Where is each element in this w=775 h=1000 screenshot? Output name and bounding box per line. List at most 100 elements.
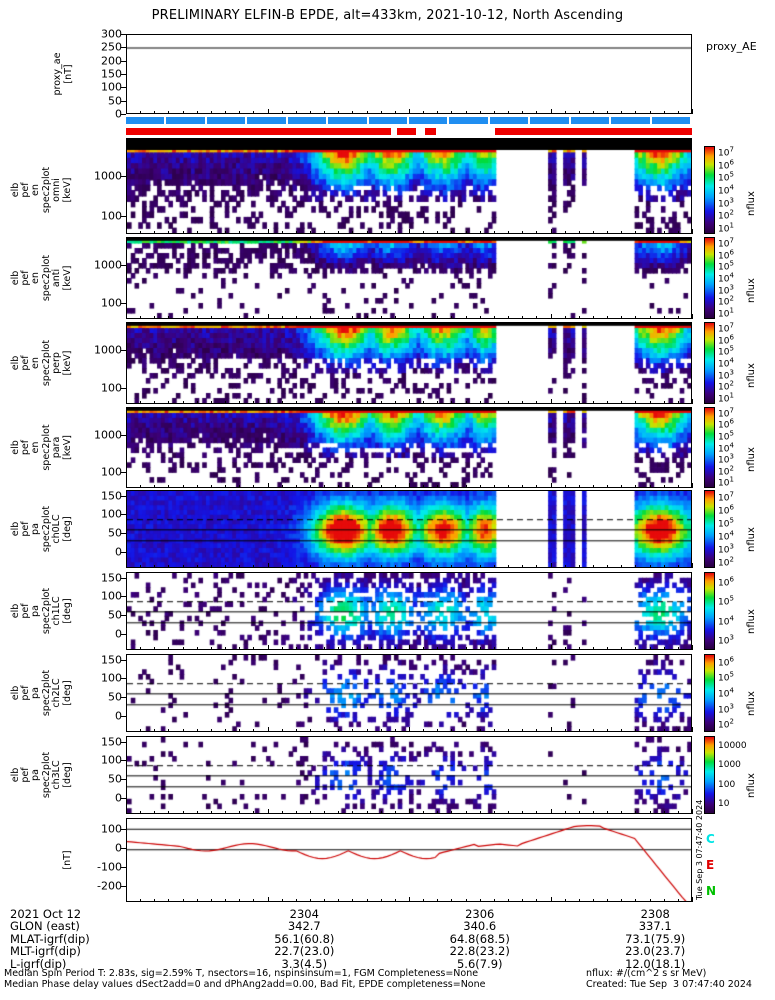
xtick-mark (437, 729, 439, 732)
panel-pa_ch0LC (126, 490, 692, 568)
colorbar-pa_ch2LC (704, 654, 715, 732)
xtick-mark (281, 231, 283, 234)
xtick-mark (522, 316, 524, 319)
xtick-mark (366, 401, 368, 404)
xtick-mark (479, 647, 481, 650)
ytick-label: 150 (101, 653, 122, 667)
xtick-mark (154, 401, 156, 404)
xtick-mark (295, 729, 297, 732)
xtick-mark (394, 401, 396, 404)
ylabel-line: [deg] (62, 598, 73, 624)
xtick-mark (126, 229, 127, 234)
xtick-mark (182, 565, 184, 568)
xtick-mark (677, 316, 679, 319)
ytick-label: 100 (101, 80, 122, 94)
colorbar-tick-label: 103 (718, 452, 734, 466)
xtick-mark (140, 647, 142, 650)
xtick-mark (578, 401, 580, 404)
colorbar-tick-label: 105 (718, 344, 734, 358)
xtick-mark (281, 316, 283, 319)
xtick-mark (692, 563, 693, 568)
xtick-mark (168, 565, 170, 568)
xtick-mark (380, 111, 382, 114)
xtick-mark (592, 401, 594, 404)
xtick-mark (352, 647, 354, 650)
xtick-mark (649, 811, 651, 814)
xtick-mark (239, 401, 241, 404)
xtick-mark (649, 565, 651, 568)
colorbar-tick-label: 104 (718, 441, 734, 454)
xtick-mark (437, 647, 439, 650)
xtick-mark (253, 729, 255, 732)
xtick-mark (522, 485, 524, 488)
xtick-mark (196, 565, 198, 568)
xtick-mark (210, 729, 212, 732)
xtick-mark (621, 485, 623, 488)
xtick-mark (663, 729, 665, 732)
xtick-mark (196, 316, 198, 319)
colorbar-tick-label: 105 (718, 670, 734, 684)
xtick-mark (267, 314, 269, 319)
xtick-mark (423, 485, 425, 488)
xtick-mark (493, 565, 495, 568)
ytick-mark (121, 716, 126, 718)
xtick-mark (267, 897, 269, 902)
xtick-mark (607, 316, 609, 319)
xtick-mark (253, 485, 255, 488)
xtick-mark (154, 485, 156, 488)
xtick-mark (592, 811, 594, 814)
bottom-axis-table: 2021 Oct 12 2304 2306 2308 GLON (east) 342.7 3… (6, 908, 769, 970)
colorbar-name: nflux (746, 446, 757, 472)
xtick-mark (649, 111, 651, 114)
xtick-mark (423, 401, 425, 404)
xtick-mark (437, 899, 439, 902)
xtick-mark (126, 897, 127, 902)
xtick-mark (423, 565, 425, 568)
xtick-mark (621, 565, 623, 568)
xtick-mark (239, 111, 241, 114)
status-bar-blue-segment (489, 117, 529, 124)
xtick-mark (225, 231, 227, 234)
xtick-mark (253, 565, 255, 568)
colorbar-name: nflux (746, 773, 757, 799)
colorbar-name: nflux (746, 277, 757, 303)
colorbar-tick-label: 105 (718, 516, 734, 529)
ytick-mark (121, 596, 126, 598)
xtick-mark (394, 565, 396, 568)
xtick-mark (309, 111, 311, 114)
ytick-label: -200 (97, 879, 122, 893)
xtick-mark (692, 483, 693, 488)
ytick-label: 100 (101, 589, 122, 603)
proxy-ae-right-label: proxy_AE (706, 40, 757, 53)
bottom-axis-value: 342.7 (287, 919, 321, 934)
xtick-mark (649, 729, 651, 732)
xtick-mark (309, 811, 311, 814)
colorbar-tick-label: 100 (718, 779, 736, 790)
xtick-mark (140, 316, 142, 319)
xtick-mark (578, 565, 580, 568)
xtick-mark (564, 811, 566, 814)
xtick-mark (338, 729, 340, 732)
xtick-mark (253, 647, 255, 650)
panel-canvas-en_para (127, 408, 691, 487)
xtick-mark (168, 231, 170, 234)
xtick-mark (409, 229, 410, 234)
xtick-mark (168, 485, 170, 488)
xtick-mark (210, 565, 212, 568)
xtick-mark (592, 729, 594, 732)
bottom-axis-value: 22.8(23.2) (449, 944, 510, 959)
ytick-label: 150 (101, 489, 122, 503)
xtick-mark (380, 316, 382, 319)
xtick-mark (635, 647, 637, 650)
ytick-label: 150 (101, 735, 122, 749)
xtick-mark (635, 729, 637, 732)
xtick-mark (607, 811, 609, 814)
xtick-mark (692, 399, 693, 404)
xtick-mark (394, 316, 396, 319)
colorbar-pa_ch3LC (704, 736, 715, 814)
colorbar-tick-label: 106 (718, 417, 734, 431)
panel-en_omni (126, 146, 692, 234)
xtick-mark (465, 231, 467, 234)
ytick-label: 0 (115, 791, 122, 805)
ytick-mark (121, 60, 126, 62)
